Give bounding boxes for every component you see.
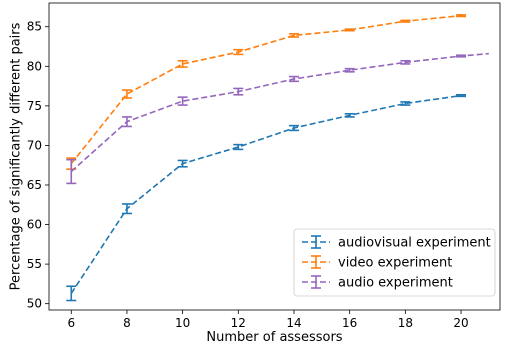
error-bar [177, 96, 188, 106]
error-bar [121, 203, 132, 215]
y-tick-label: 80 [27, 59, 42, 73]
error-bar [233, 87, 244, 96]
error-bar [400, 101, 411, 106]
error-bar [456, 54, 467, 58]
y-axis-label: Percentage of significantly different pa… [9, 22, 24, 290]
error-bar [456, 14, 467, 18]
axis-layer: 6 8 10 12 14 16 18 20 50 55 60 65 70 75 80 85 [27, 2, 501, 330]
error-bar [344, 67, 355, 73]
y-tick-label: 70 [27, 138, 42, 152]
y-tick-label: 65 [27, 178, 42, 192]
series-line [70, 94, 462, 294]
x-axis-label: Number of assessors [206, 330, 342, 345]
error-bar [121, 116, 132, 128]
error-bar [177, 59, 188, 68]
error-bar [233, 48, 244, 56]
legend-entry: video experiment [302, 255, 452, 271]
error-bar [233, 143, 244, 151]
error-bar [456, 93, 467, 98]
x-tick-label: 14 [286, 316, 301, 330]
legend-box [293, 228, 496, 297]
error-bar [400, 19, 411, 23]
error-bar [177, 159, 188, 168]
error-bar [288, 124, 299, 132]
series-1 [66, 93, 467, 302]
series-3 [66, 52, 489, 185]
legend-label: audiovisual experiment [338, 236, 491, 251]
x-tick-label: 16 [342, 316, 357, 330]
legend-label: video experiment [338, 256, 452, 271]
error-bar [66, 158, 77, 185]
x-tick-label: 6 [67, 316, 75, 330]
y-tick-label: 85 [27, 20, 42, 34]
x-tick-label: 10 [175, 316, 190, 330]
legend-label: audio experiment [338, 276, 453, 291]
series-line [70, 14, 462, 165]
y-tick-label: 60 [27, 218, 42, 232]
x-tick-label: 20 [453, 316, 468, 330]
error-bar [400, 59, 411, 65]
error-bar [288, 75, 299, 83]
error-bar [121, 89, 132, 99]
plot-frame [48, 2, 501, 311]
error-bar [344, 112, 355, 118]
y-tick-label: 55 [27, 257, 42, 271]
series-layer [66, 14, 489, 302]
x-tick-label: 12 [231, 316, 246, 330]
x-tick-label: 18 [398, 316, 413, 330]
y-tick-label: 50 [27, 297, 42, 311]
legend: audiovisual experiment video experiment au… [293, 228, 496, 297]
error-bar [288, 33, 299, 38]
y-tick-label: 75 [27, 99, 42, 113]
x-tick-label: 8 [123, 316, 131, 330]
legend-entry: audio experiment [302, 275, 453, 291]
error-bar [344, 28, 355, 32]
error-bar [66, 285, 77, 302]
legend-entry: audiovisual experiment [302, 235, 491, 251]
